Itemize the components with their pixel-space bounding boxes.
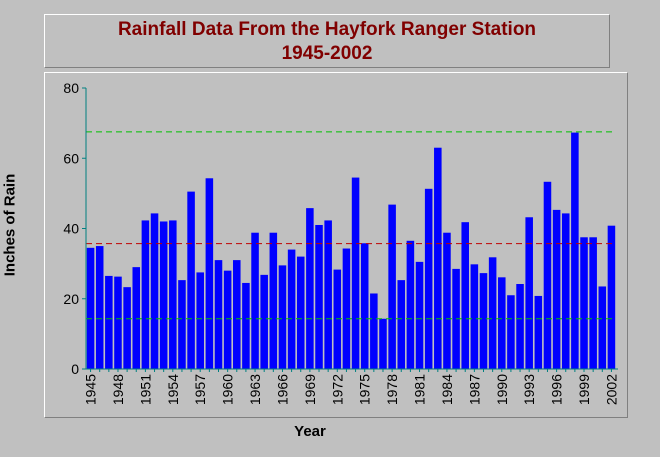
- bar-1978: [388, 204, 396, 369]
- bar-1952: [150, 213, 159, 369]
- bar-1987: [470, 264, 479, 369]
- bar-1964: [260, 274, 268, 369]
- y-tick-label-80: 80: [63, 80, 79, 96]
- bar-1990: [498, 277, 506, 369]
- reference-lines-group: [86, 131, 616, 320]
- bar-1967: [287, 249, 296, 369]
- bar-1997: [561, 213, 570, 369]
- y-tick-label-0: 0: [71, 361, 79, 377]
- bar-1994: [534, 295, 543, 369]
- chart-title: Rainfall Data From the Hayfork Ranger St…: [117, 19, 537, 40]
- bar-1946: [95, 246, 104, 369]
- bar-1960: [223, 270, 232, 369]
- x-tick-label-1987: 1987: [466, 374, 482, 405]
- x-tick-label-1945: 1945: [83, 374, 99, 405]
- chart-title-box: Rainfall Data From the Hayfork Ranger St…: [44, 14, 610, 68]
- bar-1962: [242, 282, 250, 369]
- x-tick-label-1990: 1990: [494, 374, 510, 405]
- bar-1957: [196, 272, 204, 369]
- bar-1958: [205, 178, 214, 369]
- bar-2002: [607, 225, 616, 369]
- x-tick-label-1996: 1996: [549, 374, 565, 405]
- x-tick-label-1951: 1951: [137, 374, 153, 405]
- bar-1971: [324, 220, 332, 369]
- bar-1988: [479, 273, 488, 369]
- bar-1996: [552, 209, 561, 369]
- bar-1976: [370, 293, 378, 369]
- y-tick-label-40: 40: [63, 221, 79, 237]
- bar-2000: [589, 237, 597, 369]
- bar-1999: [580, 237, 588, 369]
- bar-1955: [178, 280, 186, 369]
- bar-1949: [123, 287, 131, 369]
- x-tick-label-1969: 1969: [302, 374, 318, 405]
- y-tick-label-60: 60: [63, 150, 79, 166]
- bar-1950: [132, 267, 141, 369]
- bar-1951: [141, 220, 150, 369]
- bar-1982: [424, 188, 433, 369]
- bar-1965: [269, 232, 278, 369]
- bars-group: [86, 132, 616, 369]
- bar-1966: [278, 265, 287, 369]
- bar-1975: [360, 243, 369, 369]
- x-ticks-group: 1945 1948 1951 1954 1957 1960 1963 1966 1969 1972…: [83, 369, 619, 405]
- x-tick-label-1954: 1954: [165, 374, 181, 405]
- bar-1973: [342, 248, 351, 369]
- bar-1954: [169, 220, 177, 369]
- bar-2001: [598, 286, 607, 369]
- chart-subtitle: 1945-2002: [281, 43, 373, 64]
- x-tick-label-1966: 1966: [274, 374, 290, 405]
- x-tick-label-1960: 1960: [220, 374, 236, 405]
- x-tick-label-1984: 1984: [439, 374, 455, 405]
- x-axis-label: Year: [294, 423, 326, 440]
- bar-1969: [306, 208, 314, 369]
- x-tick-label-1999: 1999: [576, 374, 592, 405]
- bar-1956: [187, 191, 195, 369]
- x-tick-label-1948: 1948: [110, 374, 126, 405]
- plot-frame: [44, 72, 628, 418]
- x-tick-label-1978: 1978: [384, 374, 400, 405]
- x-tick-label-1975: 1975: [357, 374, 373, 405]
- x-tick-label-1963: 1963: [247, 374, 263, 405]
- bar-1980: [406, 240, 415, 369]
- bar-1998: [571, 132, 579, 369]
- bar-1986: [461, 222, 469, 369]
- bar-1989: [488, 257, 497, 369]
- bar-1947: [105, 275, 113, 369]
- bar-1979: [397, 280, 406, 369]
- bar-1945: [86, 247, 95, 369]
- bar-1968: [296, 256, 305, 369]
- x-tick-label-1981: 1981: [412, 374, 428, 405]
- bar-1993: [525, 217, 533, 369]
- bar-1953: [159, 221, 168, 369]
- bar-1974: [351, 177, 360, 369]
- x-tick-label-1957: 1957: [192, 374, 208, 405]
- bar-1991: [507, 295, 515, 369]
- bar-1961: [233, 260, 241, 369]
- x-tick-label-1972: 1972: [329, 374, 345, 405]
- bar-1981: [415, 261, 424, 369]
- bar-1995: [543, 181, 552, 369]
- bar-1963: [251, 232, 259, 369]
- bar-1970: [315, 224, 323, 369]
- bar-1977: [379, 318, 387, 369]
- x-tick-label-2002: 2002: [603, 374, 619, 405]
- bar-1959: [214, 260, 223, 369]
- bar-1992: [516, 283, 524, 369]
- bar-1948: [114, 276, 122, 369]
- bar-1984: [443, 232, 451, 369]
- y-ticks-group: 0 20 40 60 80: [63, 80, 86, 377]
- x-tick-label-1993: 1993: [521, 374, 537, 405]
- y-tick-label-20: 20: [63, 291, 79, 307]
- bar-1972: [333, 269, 342, 369]
- bar-1983: [434, 147, 442, 369]
